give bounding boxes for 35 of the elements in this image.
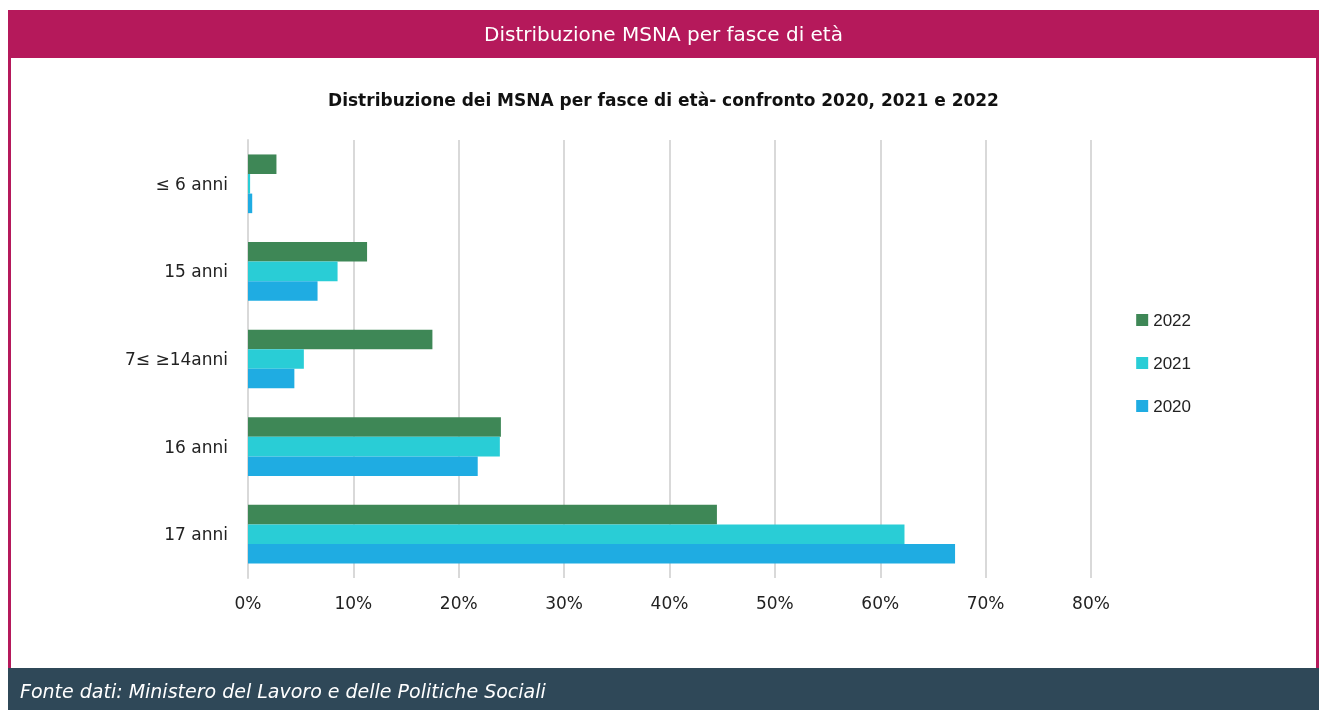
x-tick-label: 30%	[545, 592, 584, 613]
y-tick-label: 17 anni	[164, 524, 228, 545]
x-tick-label: 50%	[755, 592, 794, 613]
bar	[248, 154, 277, 175]
source-note: Fonte dati: Ministero del Lavoro e delle Politiche Sociali	[8, 668, 1319, 710]
chart-subtitle: Distribuzione dei MSNA per fasce di età- confronto 2020, 2021 e 2022	[328, 89, 999, 110]
bar	[248, 543, 956, 564]
y-tick-label: ≤ 6 anni	[155, 173, 228, 194]
y-tick-label: 7≤ ≥14anni	[124, 349, 228, 369]
legend-label: 2021	[1153, 353, 1192, 373]
chart-title: Distribuzione MSNA per fasce di età	[11, 10, 1316, 58]
y-tick-label: 15 anni	[164, 261, 228, 282]
legend-label: 2022	[1153, 310, 1192, 330]
bar	[248, 349, 304, 369]
bar	[248, 193, 253, 214]
x-tick-label: 40%	[650, 592, 689, 613]
bar	[248, 368, 295, 389]
x-tick-label: 10%	[334, 592, 373, 613]
bar	[248, 174, 251, 194]
bar	[248, 329, 433, 350]
x-tick-label: 80%	[1072, 592, 1110, 613]
x-tick-label: 0%	[234, 592, 262, 613]
bar	[248, 261, 338, 282]
legend-label: 2020	[1153, 396, 1192, 416]
bar	[248, 504, 717, 525]
bar	[248, 417, 501, 437]
bar	[248, 524, 905, 544]
y-tick-label: 16 anni	[164, 436, 228, 457]
x-tick-label: 60%	[861, 592, 900, 613]
bar	[248, 436, 500, 457]
x-tick-label: 20%	[439, 592, 478, 613]
bar	[248, 242, 368, 262]
bar	[248, 456, 478, 476]
bar	[248, 281, 318, 301]
x-tick-label: 70%	[966, 592, 1005, 613]
